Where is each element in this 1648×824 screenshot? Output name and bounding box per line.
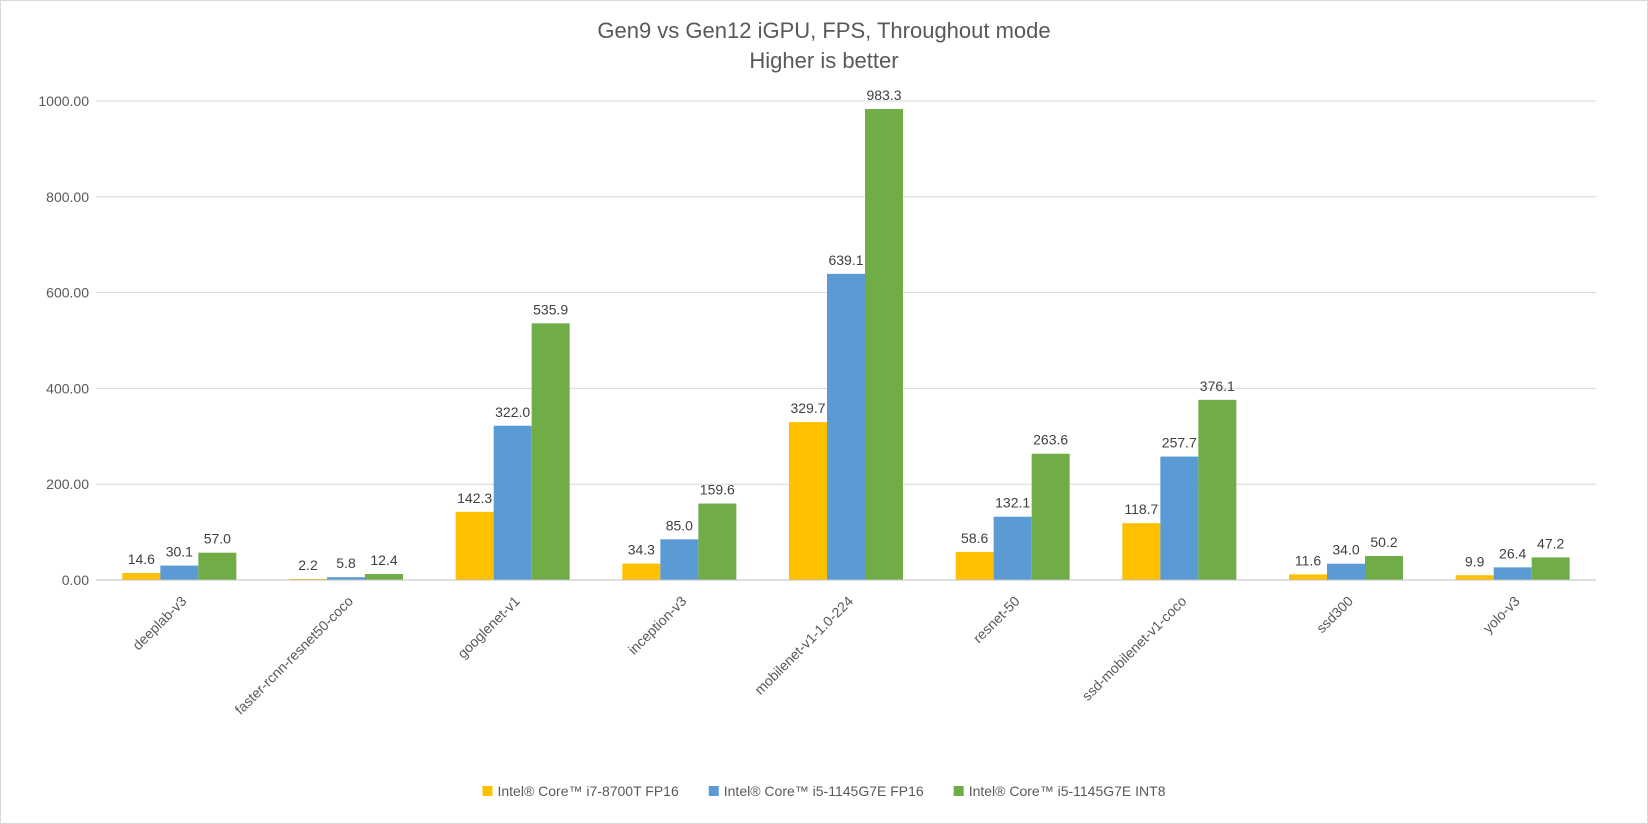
bar — [955, 551, 994, 580]
data-label: 257.7 — [1162, 435, 1197, 451]
data-label: 58.6 — [961, 530, 988, 546]
category-labels: deeplab-v3 faster-rcnn-resnet50-coco googl… — [129, 593, 1523, 718]
bar — [1327, 563, 1365, 580]
category-label: googlenet-v1 — [454, 593, 523, 662]
data-label: 11.6 — [1295, 552, 1321, 568]
data-label: 14.6 — [128, 551, 155, 567]
data-label: 2.2 — [298, 557, 318, 573]
bar — [1531, 557, 1570, 580]
y-tick-label: 400.00 — [46, 380, 89, 396]
data-label: 30.1 — [166, 544, 193, 560]
legend-label: Intel® Core™ i7-8700T FP16 — [497, 783, 678, 799]
bars — [122, 108, 1570, 580]
bar — [198, 552, 237, 580]
bar — [1493, 567, 1532, 580]
data-label: 159.6 — [700, 482, 735, 498]
bar — [993, 516, 1032, 580]
bar — [865, 108, 903, 580]
category-label: ssd300 — [1313, 593, 1356, 636]
data-label: 263.6 — [1033, 432, 1068, 448]
bar — [365, 574, 403, 580]
bar — [1365, 555, 1403, 580]
data-label: 376.1 — [1200, 378, 1235, 394]
data-label: 535.9 — [533, 301, 568, 317]
bar — [622, 563, 661, 580]
bar — [1122, 523, 1161, 580]
category-label: inception-v3 — [625, 593, 690, 658]
bar — [698, 503, 737, 580]
data-label: 9.9 — [1465, 553, 1485, 569]
y-tick-label: 1000.00 — [38, 93, 89, 109]
data-label: 639.1 — [828, 252, 863, 268]
bar — [455, 511, 494, 580]
category-label: resnet-50 — [970, 593, 1023, 646]
bar — [1289, 574, 1327, 580]
data-label: 50.2 — [1370, 534, 1397, 550]
category-label: mobilenet-v1-1.0-224 — [751, 593, 856, 698]
bar — [1198, 399, 1237, 580]
chart-subtitle: Higher is better — [749, 48, 898, 73]
category-label: faster-rcnn-resnet50-coco — [231, 593, 356, 718]
bar — [531, 323, 570, 580]
data-labels: 14.6 30.1 57.0 2.2 5.8 12.4 142.3 322.0 535.9 34.… — [128, 87, 1565, 573]
bar — [660, 539, 699, 580]
category-label: ssd-mobilenet-v1-coco — [1079, 593, 1190, 704]
bar — [1031, 453, 1070, 580]
legend-swatch — [482, 786, 493, 796]
chart-title: Gen9 vs Gen12 iGPU, FPS, Throughout mode — [597, 18, 1050, 43]
legend-swatch — [953, 786, 964, 796]
y-tick-label: 800.00 — [46, 189, 89, 205]
data-label: 5.8 — [336, 555, 356, 571]
data-label: 34.0 — [1332, 542, 1359, 558]
legend-label: Intel® Core™ i5-1145G7E FP16 — [724, 783, 924, 799]
y-tick-label: 0.00 — [62, 572, 89, 588]
bar — [327, 577, 365, 580]
y-tick-label: 200.00 — [46, 476, 89, 492]
legend: Intel® Core™ i7-8700T FP16 Intel® Core™ i… — [482, 783, 1166, 799]
data-label: 142.3 — [457, 490, 492, 506]
bar — [789, 422, 827, 580]
legend-swatch — [708, 786, 719, 796]
data-label: 85.0 — [666, 517, 693, 533]
y-axis-ticks: 0.00 200.00 400.00 600.00 800.00 1000.00 — [38, 93, 89, 588]
data-label: 118.7 — [1124, 501, 1158, 517]
data-label: 12.4 — [370, 552, 397, 568]
bar — [1160, 456, 1199, 580]
bar — [122, 573, 161, 580]
category-label: deeplab-v3 — [129, 593, 189, 653]
data-label: 132.1 — [995, 495, 1030, 511]
data-label: 983.3 — [866, 87, 901, 103]
legend-label: Intel® Core™ i5-1145G7E INT8 — [969, 783, 1166, 799]
bar — [1455, 575, 1494, 580]
data-label: 329.7 — [790, 400, 825, 416]
data-label: 34.3 — [628, 542, 655, 558]
bar — [160, 565, 199, 580]
category-label: yolo-v3 — [1480, 593, 1523, 636]
bar — [827, 273, 865, 580]
data-label: 47.2 — [1537, 535, 1564, 551]
bar — [493, 425, 532, 580]
y-tick-label: 600.00 — [46, 285, 89, 301]
data-label: 57.0 — [204, 531, 231, 547]
data-label: 322.0 — [495, 404, 530, 420]
data-label: 26.4 — [1499, 545, 1526, 561]
bar — [289, 578, 327, 580]
